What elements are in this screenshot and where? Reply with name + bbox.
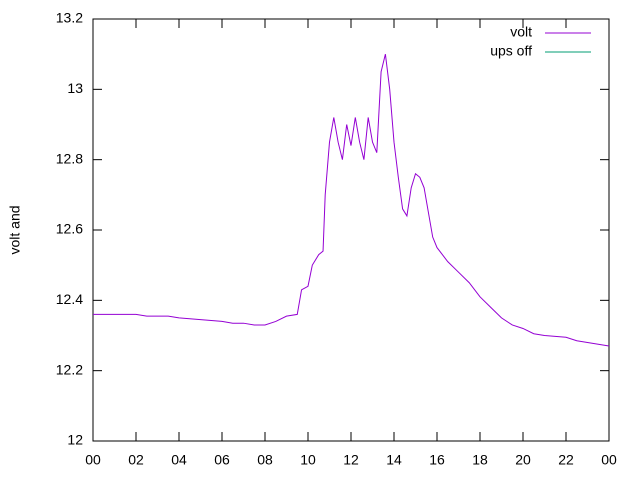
x-tick-label: 06: [214, 452, 230, 468]
x-tick-label: 04: [171, 452, 187, 468]
y-tick-label: 13.2: [56, 10, 83, 26]
x-tick-label: 08: [257, 452, 273, 468]
y-tick-label: 12.2: [56, 361, 83, 377]
x-tick-label: 00: [601, 452, 617, 468]
x-tick-label: 22: [558, 452, 574, 468]
y-tick-label: 13: [67, 80, 83, 96]
x-tick-label: 00: [85, 452, 101, 468]
x-tick-label: 20: [515, 452, 531, 468]
x-tick-label: 10: [300, 452, 316, 468]
y-tick-label: 12.4: [56, 291, 83, 307]
y-axis-label: volt and: [7, 205, 23, 254]
x-tick-label: 12: [343, 452, 359, 468]
y-tick-label: 12.6: [56, 221, 83, 237]
y-tick-label: 12.8: [56, 150, 83, 166]
x-tick-label: 18: [472, 452, 488, 468]
x-tick-label: 16: [429, 452, 445, 468]
y-tick-label: 12: [67, 432, 83, 448]
legend-label: volt: [510, 24, 532, 40]
x-tick-label: 02: [128, 452, 144, 468]
legend-label: ups off: [490, 43, 532, 59]
x-tick-label: 14: [386, 452, 402, 468]
series-line: [93, 54, 610, 347]
plot-frame: [92, 18, 610, 442]
